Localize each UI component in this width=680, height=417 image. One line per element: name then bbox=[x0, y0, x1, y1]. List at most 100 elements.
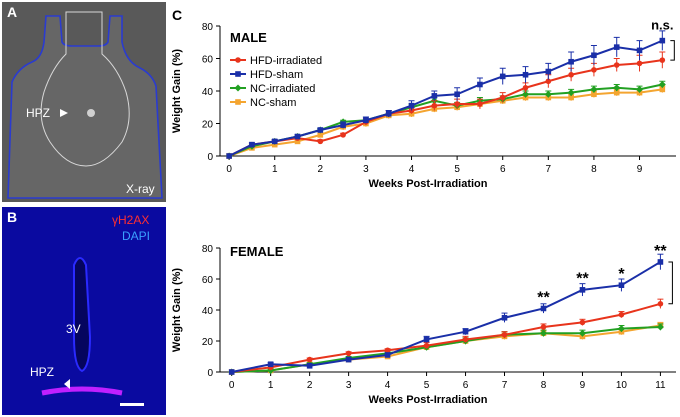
male-y-tick-label: 20 bbox=[202, 120, 214, 131]
male-point-hfd_sham bbox=[317, 127, 324, 133]
male-series-line-nc_sham bbox=[228, 88, 663, 157]
male-x-tick-label: 7 bbox=[546, 164, 552, 175]
dapi-label: DAPI bbox=[122, 229, 151, 243]
male-point-nc_sham bbox=[317, 132, 324, 138]
male-point-hfd_sham bbox=[431, 93, 438, 99]
female-y-tick-label: 40 bbox=[202, 306, 214, 317]
legend-label-nc_sham: NC-sham bbox=[250, 97, 296, 109]
male-point-hfd_irr bbox=[431, 102, 438, 109]
male-point-nc_sham bbox=[294, 138, 301, 145]
legend-marker-nc_sham bbox=[235, 99, 241, 105]
female-point-hfd_irr bbox=[618, 311, 625, 318]
male-point-hfd_sham bbox=[477, 81, 483, 88]
female-point-hfd_irr bbox=[540, 324, 547, 330]
female-point-hfd_sham bbox=[345, 356, 352, 363]
female-point-hfd_sham bbox=[501, 314, 508, 321]
female-x-tick-label: 4 bbox=[385, 380, 391, 391]
female-x-tick-label: 10 bbox=[616, 380, 628, 391]
female-y-tick-label: 60 bbox=[202, 275, 214, 286]
panel-a-xray-image: A HPZ X-ray bbox=[2, 2, 166, 202]
male-point-nc_sham bbox=[568, 94, 574, 101]
legend-marker-hfd_irr bbox=[235, 57, 241, 63]
female-point-hfd_sham bbox=[579, 287, 586, 293]
male-point-hfd_sham bbox=[294, 133, 301, 140]
male-point-nc_irr bbox=[544, 90, 552, 98]
female-x-tick-label: 3 bbox=[346, 380, 352, 391]
male-series-line-hfd_irr bbox=[228, 59, 663, 157]
male-point-hfd_sham bbox=[408, 102, 415, 109]
male-x-tick-label: 8 bbox=[591, 164, 597, 175]
female-point-nc_irr bbox=[578, 329, 586, 337]
female-point-hfd_irr bbox=[501, 332, 508, 338]
male-y-tick-label: 60 bbox=[202, 55, 214, 66]
female-point-hfd_sham bbox=[267, 361, 274, 368]
female-point-hfd_sham bbox=[423, 336, 430, 343]
male-y-tick-label: 40 bbox=[202, 87, 214, 98]
female-x-tick-label: 9 bbox=[580, 380, 586, 391]
female-point-hfd_sham bbox=[306, 363, 313, 369]
male-point-nc_irr bbox=[658, 81, 666, 88]
panel-a-letter: A bbox=[7, 4, 18, 20]
male-point-hfd_irr bbox=[477, 101, 483, 107]
female-comparison-bracket bbox=[668, 261, 673, 305]
female-x-tick-label: 6 bbox=[463, 380, 469, 391]
male-point-hfd_irr bbox=[613, 62, 620, 68]
female-y-tick-label: 20 bbox=[202, 337, 214, 348]
legend-marker-hfd_sham bbox=[235, 71, 241, 77]
male-point-hfd_sham bbox=[385, 110, 392, 117]
third-ventricle-label: 3V bbox=[66, 322, 81, 336]
male-point-hfd_irr bbox=[499, 94, 506, 101]
male-chart: 0 20 40 60 80 0 1 2 3 4 5 6 7 8 9 Weeks Post-Irradiatio… bbox=[171, 17, 676, 190]
male-point-hfd_sham bbox=[591, 52, 597, 59]
male-point-nc_irr bbox=[590, 85, 598, 93]
female-significance-label: * bbox=[618, 266, 625, 283]
male-series-line-hfd_sham bbox=[228, 39, 663, 157]
female-significance-label: ** bbox=[576, 271, 589, 288]
female-point-hfd_irr bbox=[345, 350, 352, 357]
legend-label-nc_irr: NC-irradiated bbox=[250, 83, 315, 95]
fluorescence-figure bbox=[2, 207, 166, 415]
male-x-tick-label: 5 bbox=[454, 164, 460, 175]
male-point-hfd_sham bbox=[454, 91, 460, 98]
legend-marker-nc_irr bbox=[234, 84, 242, 92]
female-x-tick-label: 5 bbox=[424, 380, 430, 391]
male-point-hfd_irr bbox=[317, 138, 324, 145]
male-y-tick-label: 80 bbox=[202, 22, 214, 33]
female-point-hfd_sham bbox=[657, 259, 664, 265]
male-y-axis-label: Weight Gain (%) bbox=[171, 49, 183, 133]
female-x-tick-label: 11 bbox=[655, 380, 666, 391]
female-point-hfd_irr bbox=[423, 342, 430, 349]
female-x-tick-label: 8 bbox=[541, 380, 547, 391]
female-significance-label: ** bbox=[537, 289, 550, 306]
female-y-axis-label: Weight Gain (%) bbox=[171, 268, 183, 352]
male-point-hfd_sham bbox=[340, 122, 346, 128]
male-x-tick-label: 3 bbox=[363, 164, 369, 175]
female-point-nc_irr bbox=[656, 323, 664, 331]
female-point-hfd_irr bbox=[306, 356, 313, 363]
hpz-label-b: HPZ bbox=[30, 365, 54, 379]
male-point-hfd_irr bbox=[568, 71, 574, 78]
male-point-hfd_irr bbox=[522, 84, 529, 91]
male-point-hfd_irr bbox=[591, 67, 597, 73]
male-point-hfd_sham bbox=[499, 73, 506, 80]
male-x-tick-label: 2 bbox=[318, 164, 324, 175]
female-series-line-hfd_irr bbox=[231, 302, 661, 373]
female-chart: 0 20 40 60 80 0 1 2 3 4 5 6 7 8 9 10 11 Weeks Post-Irradi… bbox=[171, 243, 676, 406]
male-point-hfd_sham bbox=[271, 138, 278, 145]
female-x-tick-label: 1 bbox=[268, 380, 274, 391]
female-point-hfd_irr bbox=[462, 336, 469, 343]
panel-b-fluorescence-image: B γH2AX DAPI 3V HPZ bbox=[2, 207, 166, 415]
female-point-hfd_irr bbox=[579, 319, 586, 326]
panel-c-letter: C bbox=[172, 7, 182, 23]
male-point-nc_sham bbox=[613, 89, 620, 96]
male-point-hfd_sham bbox=[363, 117, 369, 124]
legend-label-hfd_irr: HFD-irradiated bbox=[250, 55, 322, 67]
female-x-axis-label: Weeks Post-Irradiation bbox=[369, 394, 488, 406]
male-point-hfd_sham bbox=[568, 58, 574, 65]
female-x-tick-label: 2 bbox=[307, 380, 313, 391]
male-x-tick-label: 9 bbox=[637, 164, 643, 175]
male-point-nc_irr bbox=[636, 85, 644, 93]
male-x-axis-label: Weeks Post-Irradiation bbox=[369, 178, 488, 190]
female-point-hfd_sham bbox=[228, 369, 235, 375]
